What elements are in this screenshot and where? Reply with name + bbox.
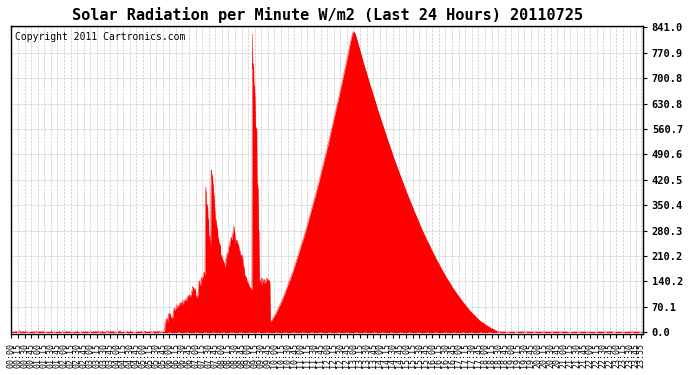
Text: Copyright 2011 Cartronics.com: Copyright 2011 Cartronics.com bbox=[14, 32, 185, 42]
Title: Solar Radiation per Minute W/m2 (Last 24 Hours) 20110725: Solar Radiation per Minute W/m2 (Last 24… bbox=[72, 7, 582, 23]
